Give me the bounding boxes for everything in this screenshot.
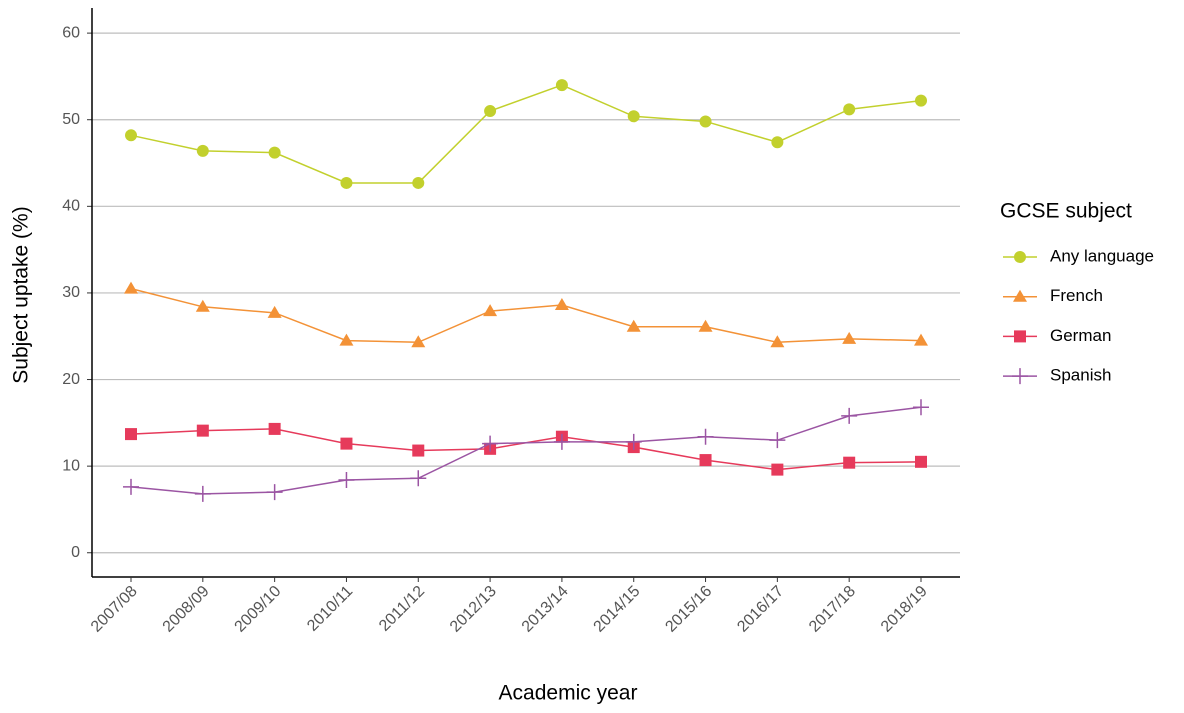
- legend-title: GCSE subject: [1000, 200, 1132, 223]
- data-point: [553, 433, 570, 450]
- x-tick-label: 2018/19: [878, 583, 931, 636]
- data-point: [626, 319, 641, 332]
- x-tick-label: 2012/13: [447, 583, 500, 636]
- data-point: [698, 319, 713, 332]
- legend-marker: [1014, 251, 1026, 263]
- x-tick-label: 2010/11: [304, 583, 356, 635]
- data-point: [770, 335, 785, 348]
- data-point: [340, 437, 353, 450]
- x-tick-label: 2014/15: [591, 583, 644, 636]
- data-point: [411, 335, 426, 348]
- data-point: [697, 428, 714, 445]
- legend-label: German: [1050, 326, 1111, 345]
- legend-label: Any language: [1050, 246, 1154, 265]
- data-point: [627, 110, 640, 123]
- data-point: [555, 79, 568, 92]
- x-tick-label: 2011/12: [376, 583, 428, 635]
- legend-marker: [1014, 330, 1026, 343]
- data-point: [123, 478, 139, 495]
- data-point: [915, 455, 927, 468]
- y-tick-label: 0: [71, 544, 80, 561]
- data-point: [771, 463, 784, 476]
- data-point: [412, 444, 425, 457]
- data-point: [699, 115, 712, 128]
- data-point: [841, 407, 858, 424]
- y-tick-label: 40: [62, 198, 80, 215]
- data-point: [769, 432, 786, 449]
- y-tick-label: 50: [62, 111, 80, 128]
- data-point: [843, 456, 856, 469]
- x-tick-label: 2008/09: [160, 583, 213, 636]
- data-point: [554, 298, 569, 311]
- data-point: [625, 433, 642, 450]
- y-tick-label: 20: [62, 371, 80, 388]
- data-point: [699, 454, 712, 467]
- data-point: [339, 333, 354, 346]
- legend-label: Spanish: [1050, 366, 1111, 385]
- data-point: [771, 136, 784, 149]
- data-point: [196, 144, 209, 157]
- data-point: [410, 470, 427, 487]
- data-point: [483, 304, 498, 317]
- data-point: [914, 333, 928, 346]
- x-tick-label: 2007/08: [88, 583, 141, 636]
- x-tick-label: 2009/10: [232, 583, 285, 636]
- data-point: [484, 105, 497, 118]
- legend-marker: [1012, 368, 1028, 385]
- y-axis-title: Subject uptake (%): [10, 206, 33, 383]
- y-tick-label: 10: [62, 457, 80, 474]
- y-tick-label: 60: [62, 24, 80, 41]
- data-point: [196, 424, 209, 437]
- series-line: [130, 84, 922, 184]
- data-point: [842, 331, 857, 344]
- data-point: [843, 103, 856, 116]
- series-line: [130, 428, 922, 471]
- x-tick-label: 2016/17: [734, 583, 787, 636]
- data-point: [268, 146, 281, 159]
- x-tick-label: 2017/18: [806, 583, 859, 636]
- data-point: [913, 399, 929, 416]
- data-point: [268, 422, 281, 435]
- data-point: [125, 129, 137, 142]
- legend-label: French: [1050, 286, 1103, 305]
- data-point: [267, 305, 282, 318]
- y-tick-label: 30: [62, 284, 80, 301]
- data-point: [194, 485, 211, 502]
- data-point: [338, 472, 355, 489]
- legend-marker: [1013, 289, 1027, 302]
- data-point: [340, 176, 353, 189]
- data-point: [195, 299, 210, 312]
- data-point: [266, 484, 283, 501]
- data-point: [125, 428, 137, 441]
- data-point: [482, 435, 499, 452]
- x-axis-title: Academic year: [499, 682, 638, 705]
- data-point: [915, 94, 927, 107]
- data-point: [124, 281, 138, 294]
- series-line: [130, 287, 922, 344]
- x-tick-label: 2015/16: [662, 583, 715, 636]
- x-tick-label: 2013/14: [519, 583, 572, 636]
- series-line: [130, 406, 922, 495]
- data-point: [412, 176, 425, 189]
